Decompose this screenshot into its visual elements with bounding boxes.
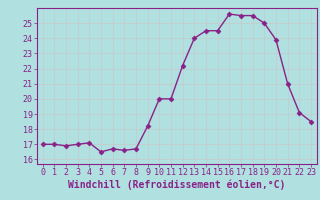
X-axis label: Windchill (Refroidissement éolien,°C): Windchill (Refroidissement éolien,°C) [68, 180, 285, 190]
